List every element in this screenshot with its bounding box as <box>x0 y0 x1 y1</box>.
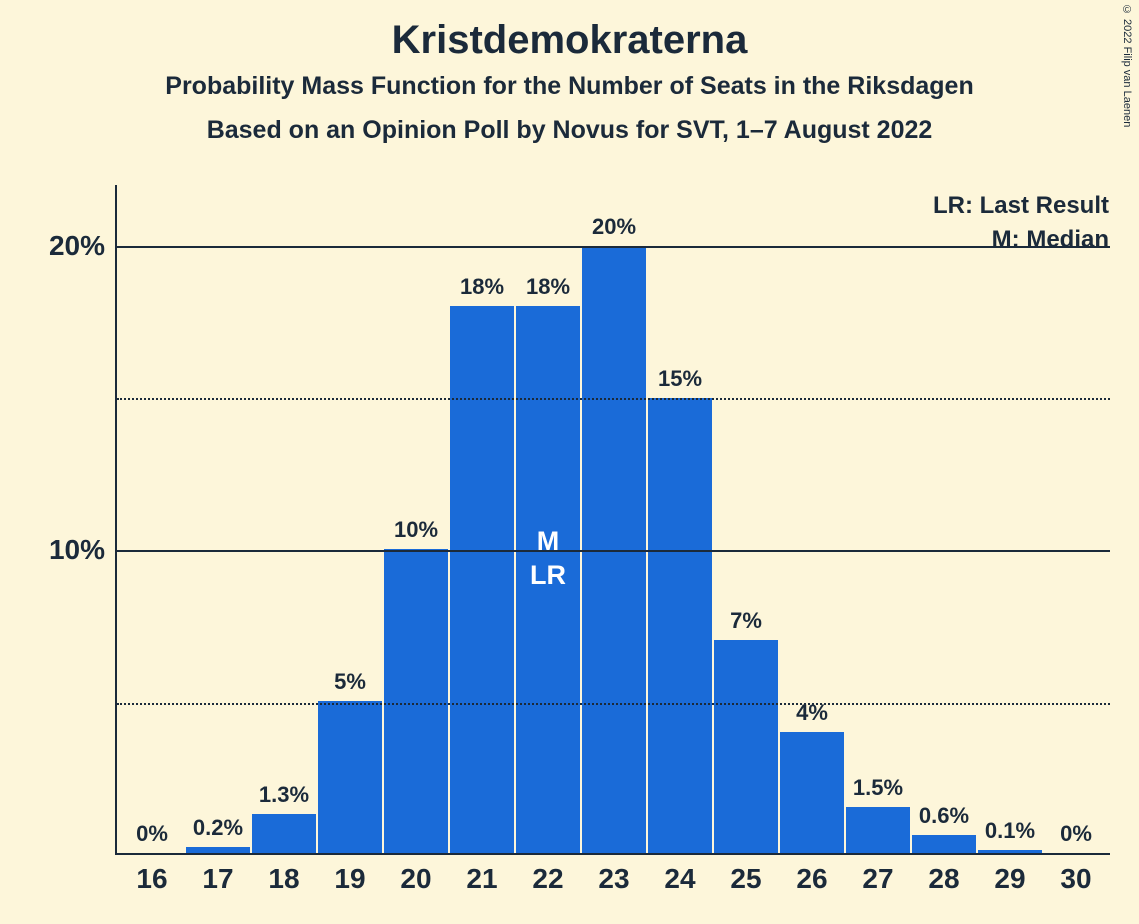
bar: 20% <box>582 246 646 853</box>
bar-value-label: 18% <box>460 274 504 306</box>
chart-plot-area: 0%160.2%171.3%185%1910%2018%2118%MLR2220… <box>115 185 1110 855</box>
bar: 4% <box>780 732 844 853</box>
x-axis-label: 29 <box>994 853 1025 895</box>
bar-slot: 0.2%17 <box>185 185 251 853</box>
median-lr-annotation: MLR <box>530 525 566 593</box>
bar: 0.6% <box>912 835 976 853</box>
bar-slot: 0.1%29 <box>977 185 1043 853</box>
y-axis-label: 20% <box>49 230 117 262</box>
bar-value-label: 15% <box>658 366 702 398</box>
bar: 1.3% <box>252 814 316 853</box>
x-axis-label: 22 <box>532 853 563 895</box>
x-axis-label: 23 <box>598 853 629 895</box>
x-axis-label: 24 <box>664 853 695 895</box>
x-axis-label: 27 <box>862 853 893 895</box>
x-axis-label: 17 <box>202 853 233 895</box>
bar-slot: 15%24 <box>647 185 713 853</box>
bar-slot: 0%30 <box>1043 185 1109 853</box>
bar-value-label: 0.1% <box>985 818 1035 850</box>
bar-slot: 4%26 <box>779 185 845 853</box>
bar: 15% <box>648 398 712 853</box>
bar: 18% <box>450 306 514 853</box>
bar-value-label: 0% <box>136 821 168 853</box>
bar-value-label: 1.5% <box>853 775 903 807</box>
bar-slot: 1.5%27 <box>845 185 911 853</box>
bar: 18%MLR <box>516 306 580 853</box>
bar-value-label: 10% <box>394 517 438 549</box>
x-axis-label: 30 <box>1060 853 1091 895</box>
chart-subtitle-1: Probability Mass Function for the Number… <box>0 72 1139 101</box>
bar-slot: 0%16 <box>119 185 185 853</box>
chart-subtitle-2: Based on an Opinion Poll by Novus for SV… <box>0 116 1139 145</box>
bar-value-label: 5% <box>334 669 366 701</box>
legend-m: M: Median <box>933 226 1109 254</box>
x-axis-label: 18 <box>268 853 299 895</box>
bar-value-label: 0.2% <box>193 815 243 847</box>
copyright-credit: © 2022 Filip van Laenen <box>1121 4 1133 127</box>
bar-value-label: 7% <box>730 608 762 640</box>
x-axis-label: 26 <box>796 853 827 895</box>
gridline-minor <box>117 703 1110 705</box>
chart-title: Kristdemokraterna <box>0 18 1139 63</box>
bar-slot: 5%19 <box>317 185 383 853</box>
chart-legend: LR: Last Result M: Median <box>933 192 1109 260</box>
x-axis-label: 28 <box>928 853 959 895</box>
bar-value-label: 18% <box>526 274 570 306</box>
bar: 1.5% <box>846 807 910 853</box>
bar-value-label: 1.3% <box>259 782 309 814</box>
gridline-minor <box>117 398 1110 400</box>
bar-slot: 10%20 <box>383 185 449 853</box>
bar: 5% <box>318 701 382 853</box>
gridline-major <box>117 550 1110 552</box>
bar: 10% <box>384 549 448 853</box>
bar-slot: 18%21 <box>449 185 515 853</box>
bar-slot: 1.3%18 <box>251 185 317 853</box>
legend-lr: LR: Last Result <box>933 192 1109 220</box>
x-axis-label: 16 <box>136 853 167 895</box>
bar: 7% <box>714 640 778 853</box>
y-axis-label: 10% <box>49 534 117 566</box>
bar-slot: 0.6%28 <box>911 185 977 853</box>
x-axis-label: 20 <box>400 853 431 895</box>
bar-value-label: 20% <box>592 214 636 246</box>
bar-value-label: 0% <box>1060 821 1092 853</box>
bar-slot: 7%25 <box>713 185 779 853</box>
bar-value-label: 0.6% <box>919 803 969 835</box>
x-axis-label: 19 <box>334 853 365 895</box>
chart-bars-container: 0%160.2%171.3%185%1910%2018%2118%MLR2220… <box>119 185 1109 853</box>
bar-slot: 20%23 <box>581 185 647 853</box>
bar-slot: 18%MLR22 <box>515 185 581 853</box>
x-axis-label: 25 <box>730 853 761 895</box>
x-axis-label: 21 <box>466 853 497 895</box>
